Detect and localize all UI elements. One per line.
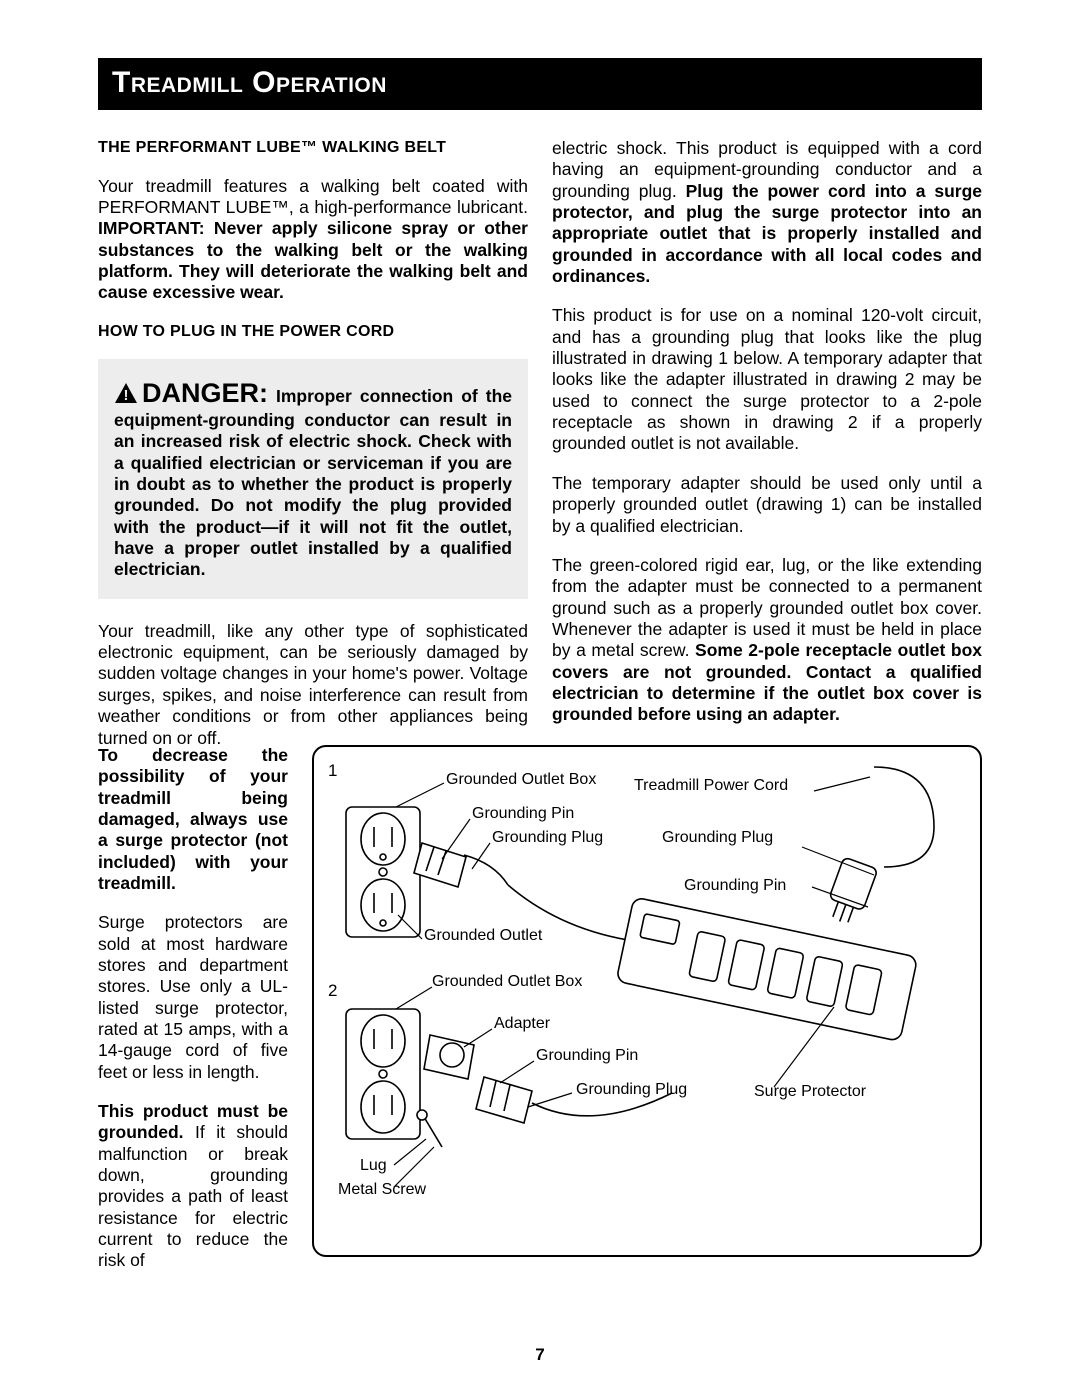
lube-paragraph: Your treadmill features a walking belt c… xyxy=(98,176,528,304)
label-grounding-pin-r: Grounding Pin xyxy=(684,877,786,895)
label-grounding-plug-2: Grounding Plug xyxy=(576,1081,687,1099)
right-p1: electric shock. This product is equipped… xyxy=(552,138,982,287)
section-head-plug: HOW TO PLUG IN THE POWER CORD xyxy=(98,322,528,342)
label-treadmill-power-cord: Treadmill Power Cord xyxy=(634,777,788,795)
right-p4: The green-colored rigid ear, lug, or the… xyxy=(552,555,982,726)
section-head-lube: THE PERFORMANT LUBE™ WALKING BELT xyxy=(98,138,528,158)
warning-icon: ! xyxy=(114,382,138,404)
left-column: THE PERFORMANT LUBE™ WALKING BELT Your t… xyxy=(98,138,528,749)
right-column: electric shock. This product is equipped… xyxy=(552,138,982,749)
lube-text: Your treadmill features a walking belt c… xyxy=(98,176,528,217)
right-p3: The temporary adapter should be used onl… xyxy=(552,473,982,537)
two-columns: THE PERFORMANT LUBE™ WALKING BELT Your t… xyxy=(98,138,982,749)
surge-intro: Your treadmill, like any other type of s… xyxy=(98,621,528,749)
danger-body: Improper connection of the equipment-gro… xyxy=(114,386,512,579)
lower-p3b: If it should malfunction or break down, … xyxy=(98,1122,288,1270)
page-number: 7 xyxy=(0,1345,1080,1365)
label-metal-screw: Metal Screw xyxy=(338,1181,426,1199)
title-bar: Treadmill Operation xyxy=(98,58,982,110)
danger-lead: DANGER: xyxy=(142,378,268,408)
page: Treadmill Operation THE PERFORMANT LUBE™… xyxy=(0,0,1080,1397)
lower-left-column: To decrease the possibility of your trea… xyxy=(98,745,288,1272)
right-p2: This product is for use on a nominal 120… xyxy=(552,305,982,454)
lower-p3: This product must be grounded. If it sho… xyxy=(98,1101,288,1272)
lower-p1: To decrease the possibility of your trea… xyxy=(98,745,288,894)
label-grounded-outlet: Grounded Outlet xyxy=(424,927,542,945)
label-grounding-pin-2: Grounding Pin xyxy=(536,1047,638,1065)
label-grounded-outlet-box-1: Grounded Outlet Box xyxy=(446,771,596,789)
label-grounded-outlet-box-2: Grounded Outlet Box xyxy=(432,973,582,991)
svg-text:!: ! xyxy=(124,387,129,404)
label-lug: Lug xyxy=(360,1157,387,1175)
page-title: Treadmill Operation xyxy=(112,66,387,99)
label-grounding-plug-r: Grounding Plug xyxy=(662,829,773,847)
figure-svg xyxy=(314,747,978,1251)
lube-important: IMPORTANT: Never apply silicone spray or… xyxy=(98,218,528,302)
lower-row: To decrease the possibility of your trea… xyxy=(98,745,982,1272)
label-grounding-plug-1: Grounding Plug xyxy=(492,829,603,847)
label-adapter: Adapter xyxy=(494,1015,550,1033)
wiring-figure: 1 2 xyxy=(312,745,982,1257)
lower-p2: Surge protectors are sold at most hardwa… xyxy=(98,912,288,1083)
label-surge-protector: Surge Protector xyxy=(754,1083,866,1101)
label-grounding-pin-1: Grounding Pin xyxy=(472,805,574,823)
lower-p1b: To decrease the possibility of your trea… xyxy=(98,745,288,893)
danger-box: ! DANGER: Improper connection of the equ… xyxy=(98,359,528,599)
